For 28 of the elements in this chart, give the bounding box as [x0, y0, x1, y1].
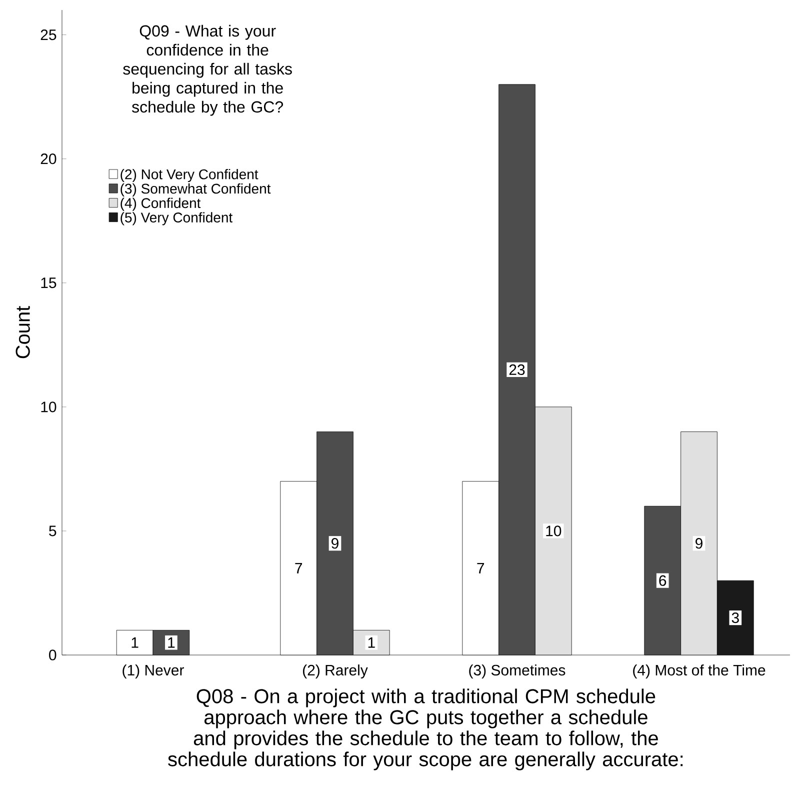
x-tick-label: (3) Sometimes: [469, 664, 566, 678]
y-tick-label: 15: [41, 278, 56, 288]
y-tick-label: 0: [49, 650, 56, 660]
data-label: 9: [696, 538, 702, 549]
x-tick-label: (2) Rarely: [303, 664, 368, 678]
data-label: 1: [168, 637, 175, 648]
data-label: 23: [509, 364, 525, 376]
y-tick-label: 25: [40, 29, 56, 40]
y-tick-label: 10: [41, 402, 56, 412]
data-label: 10: [546, 526, 562, 536]
y-axis-title: Count: [16, 306, 30, 358]
data-label: 7: [477, 563, 484, 574]
legend-label: (5) Very Confident: [120, 212, 233, 226]
data-label: 9: [332, 538, 338, 549]
x-axis-title: Q08 - On a project with a traditional CPM schedule approach where the GC puts together a schedule and provides the schedule to the team to follow, the schedule durations for your scope are generally accurate:: [168, 688, 683, 770]
x-tick-label: (1) Never: [122, 664, 184, 678]
legend-label: (3) Somewhat Confident: [120, 183, 271, 196]
y-tick-label: 20: [40, 154, 56, 164]
data-label: 3: [732, 612, 739, 624]
legend-label: (2) Not Very Confident: [120, 169, 258, 182]
data-label: 1: [132, 637, 138, 648]
legend-label: (4) Confident: [120, 198, 201, 211]
legend-title: Q09 - What is your confidence in the sequencing for all tasks being captured in the schedule by the GC?: [123, 24, 292, 116]
data-label: 1: [368, 637, 375, 648]
y-tick-label: 5: [49, 526, 56, 536]
data-label: 7: [295, 563, 302, 574]
data-label: 6: [659, 575, 666, 586]
x-tick-label: (4) Most of the Time: [633, 664, 766, 678]
